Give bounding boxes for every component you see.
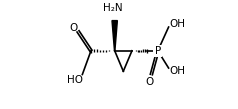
Text: OH: OH <box>170 66 186 76</box>
Text: H₂N: H₂N <box>103 3 122 13</box>
Text: OH: OH <box>170 19 186 29</box>
Text: HO: HO <box>67 75 83 85</box>
Text: P: P <box>155 46 161 56</box>
Text: O: O <box>146 77 154 87</box>
Polygon shape <box>112 21 117 51</box>
Text: O: O <box>69 23 77 33</box>
